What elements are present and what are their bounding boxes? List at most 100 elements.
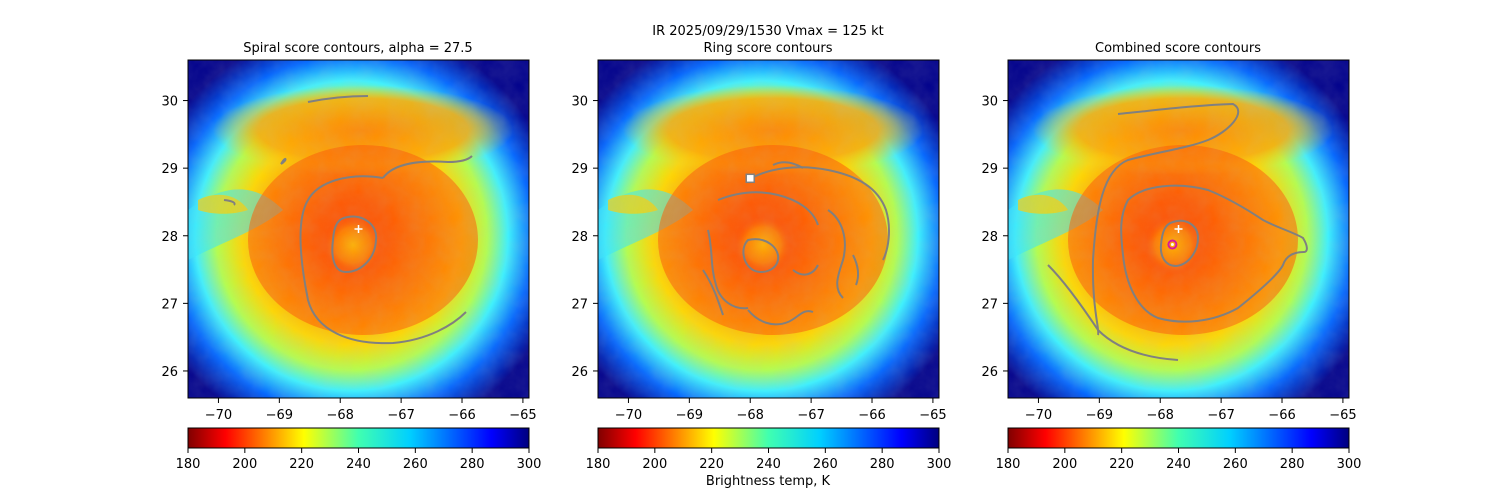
- colorbar-tick-label: 240: [346, 457, 371, 472]
- colorbar: 180 200 220 240 260 280 300: [996, 427, 1362, 472]
- colorbar-tick-label: 300: [1337, 457, 1362, 472]
- colorbar-tick-label: 280: [870, 457, 895, 472]
- x-tick-label: −66: [858, 408, 885, 423]
- colorbar-tick-label: 280: [460, 457, 485, 472]
- axes-frame: [597, 59, 940, 399]
- x-tick-label: −69: [266, 408, 293, 423]
- x-tick-label: −66: [1268, 408, 1295, 423]
- y-tick-label: 27: [571, 297, 588, 312]
- contour-line: [742, 238, 780, 273]
- y-tick-label: 26: [981, 365, 998, 380]
- panel-title: Spiral score contours, alpha = 27.5: [243, 41, 472, 56]
- y-tick-label: 26: [571, 365, 588, 380]
- x-tick-label: −70: [1025, 408, 1052, 423]
- colorbar-tick-label: 180: [996, 457, 1021, 472]
- y-tick-label: 27: [981, 297, 998, 312]
- colorbar: 180 200 220 240 260 280 300: [586, 427, 952, 472]
- contour-line: [717, 191, 819, 226]
- x-tick-label: −68: [327, 408, 354, 423]
- y-ticks: 26 27 28 29 30: [571, 95, 598, 380]
- heatmap-area: −70 −69 −68 −67 −66 −65 26 27 28 29 30: [981, 59, 1357, 423]
- x-tick-label: −65: [1329, 408, 1356, 423]
- contour-line: [747, 166, 891, 261]
- contour-line: [1047, 264, 1179, 361]
- y-tick-label: 27: [161, 297, 178, 312]
- contour-line: [1159, 219, 1200, 268]
- y-tick-label: 29: [571, 162, 588, 177]
- contour-line: [223, 199, 236, 206]
- y-ticks: 26 27 28 29 30: [981, 95, 1008, 380]
- colorbar-tick-label: 240: [756, 457, 781, 472]
- marker-layer: [745, 173, 755, 184]
- colorbar-tick-label: 300: [517, 457, 542, 472]
- center-marker: [1174, 225, 1183, 233]
- y-tick-label: 30: [571, 95, 588, 110]
- colorbar-tick-label: 180: [176, 457, 201, 472]
- contour-line: [299, 175, 467, 345]
- x-tick-label: −67: [387, 408, 414, 423]
- colorbar-gradient: [1007, 427, 1350, 449]
- colorbar-tick-label: 220: [289, 457, 314, 472]
- x-tick-label: −69: [1086, 408, 1113, 423]
- y-tick-label: 30: [981, 95, 998, 110]
- marker-layer: [1167, 225, 1183, 250]
- x-ticks: −70 −69 −68 −67 −66 −65: [205, 398, 537, 423]
- colorbar-tick-label: 220: [1109, 457, 1134, 472]
- colorbar-ticks: 180 200 220 240 260 280 300: [586, 448, 952, 472]
- contour-line: [307, 95, 369, 103]
- panel-ring: Ring score contours: [571, 41, 951, 489]
- colorbar-tick-label: 200: [1052, 457, 1077, 472]
- marker-layer: [354, 225, 363, 233]
- x-tick-label: −66: [448, 408, 475, 423]
- x-tick-label: −70: [615, 408, 642, 423]
- panel-combined: Combined score contours −70 −69 −68 −67 −66−…: [981, 41, 1361, 472]
- contour-line: [382, 155, 473, 179]
- colorbar-tick-label: 200: [232, 457, 257, 472]
- contour-line: [1120, 184, 1308, 323]
- panel-title: Combined score contours: [1095, 41, 1261, 56]
- x-tick-label: −68: [1147, 408, 1174, 423]
- colorbar-label: Brightness temp, K: [706, 474, 831, 489]
- axes-frame: [187, 59, 530, 399]
- y-tick-label: 30: [161, 95, 178, 110]
- contour-line: [827, 209, 846, 299]
- colorbar-tick-label: 260: [1223, 457, 1248, 472]
- figure-suptitle: IR 2025/09/29/1530 Vmax = 125 kt: [652, 24, 883, 39]
- contour-line: [772, 161, 804, 169]
- contour-line: [702, 269, 724, 316]
- y-tick-label: 28: [161, 230, 178, 245]
- x-tick-label: −67: [1207, 408, 1234, 423]
- contour-line: [331, 215, 378, 274]
- contour-group: [702, 161, 891, 326]
- contour-line: [1091, 102, 1240, 336]
- x-tick-label: −68: [737, 408, 764, 423]
- contour-line: [280, 157, 287, 165]
- contour-line: [852, 254, 860, 286]
- x-ticks: −70 −69 −68 −67 −66 −65: [1025, 398, 1357, 423]
- panel-title: Ring score contours: [703, 41, 832, 56]
- ring-marker: [745, 173, 755, 184]
- heatmap-area: −70 −69 −68 −67 −66 −65 26 27 28 29 30: [571, 59, 947, 423]
- center-marker: [354, 225, 363, 233]
- colorbar-ticks: 180 200 220 240 260 280 300: [996, 448, 1362, 472]
- colorbar-tick-label: 300: [927, 457, 952, 472]
- contour-line: [792, 264, 819, 276]
- panel-spiral: Spiral score contours, alpha = 27.5: [161, 41, 541, 472]
- x-tick-label: −67: [797, 408, 824, 423]
- x-tick-label: −65: [509, 408, 536, 423]
- colorbar-ticks: 180 200 220 240 260 280 300: [176, 448, 542, 472]
- colorbar-tick-label: 280: [1280, 457, 1305, 472]
- colorbar: 180 200 220 240 260 280 300: [176, 427, 542, 472]
- colorbar-tick-label: 260: [403, 457, 428, 472]
- ir-image: [598, 60, 939, 398]
- y-tick-label: 28: [571, 230, 588, 245]
- x-tick-label: −65: [919, 408, 946, 423]
- colorbar-gradient: [187, 427, 530, 449]
- y-tick-label: 28: [981, 230, 998, 245]
- y-tick-label: 26: [161, 365, 178, 380]
- colorbar-tick-label: 200: [642, 457, 667, 472]
- combined-marker: [1167, 239, 1178, 250]
- colorbar-tick-label: 240: [1166, 457, 1191, 472]
